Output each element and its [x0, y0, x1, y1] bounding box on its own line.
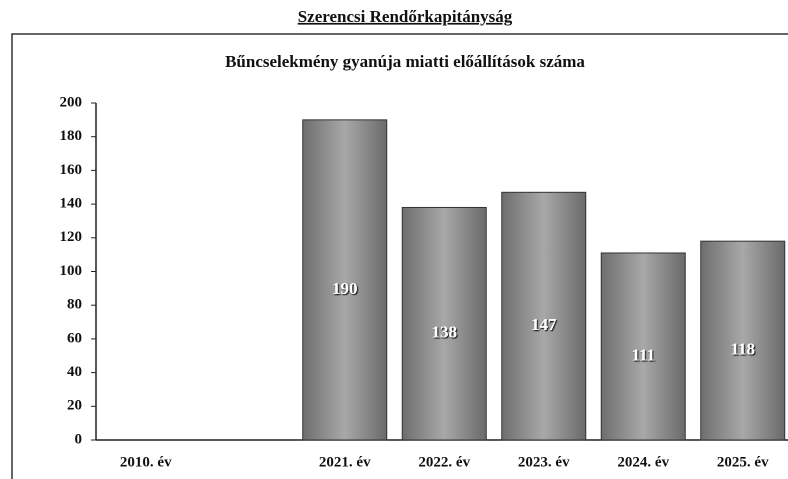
- bar: [600, 252, 686, 441]
- y-tick-label: 140: [60, 196, 83, 212]
- bar: [700, 240, 786, 441]
- value-label: 190: [332, 279, 358, 298]
- y-tick-label: 160: [60, 162, 83, 178]
- x-tick-label: 2024. év: [617, 454, 669, 470]
- y-tick-label: 20: [67, 398, 82, 414]
- value-label: 147: [531, 315, 557, 334]
- x-tick-label: 2010. év: [120, 454, 172, 470]
- value-label: 111: [631, 345, 655, 364]
- y-tick-label: 80: [67, 297, 82, 313]
- value-label: 118: [730, 339, 755, 358]
- bar: [401, 206, 487, 441]
- x-tick-label: 2023. év: [518, 454, 570, 470]
- frame: [11, 33, 788, 479]
- chart-title: Bűncselekmény gyanúja miatti előállításo…: [225, 52, 585, 71]
- y-tick-label: 180: [60, 128, 83, 144]
- y-tick-label: 40: [67, 364, 82, 380]
- page-header: Szerencsi Rendőrkapitányság: [298, 7, 513, 26]
- y-tick-label: 60: [67, 330, 82, 346]
- x-tick-label: 2021. év: [319, 454, 371, 470]
- value-label: 138: [432, 323, 458, 342]
- x-tick-label: 2022. év: [418, 454, 470, 470]
- bar: [302, 119, 388, 441]
- y-tick-label: 100: [60, 263, 83, 279]
- y-tick-label: 200: [60, 94, 83, 110]
- x-tick-label: 2025. év: [717, 454, 769, 470]
- y-tick-label: 0: [75, 431, 83, 447]
- y-tick-label: 120: [60, 229, 83, 245]
- bar: [501, 191, 587, 441]
